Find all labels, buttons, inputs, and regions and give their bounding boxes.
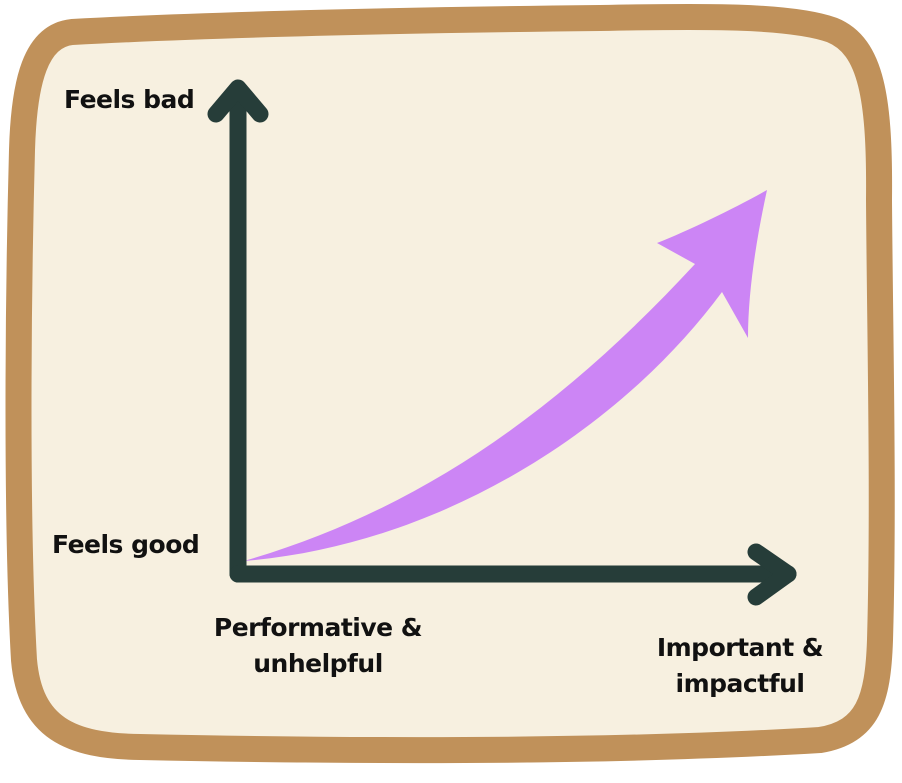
trend-arrow-icon	[244, 190, 767, 561]
y-axis-bottom-label: Feels good	[52, 530, 200, 559]
arrow-right-icon	[747, 543, 797, 606]
x-axis-left-label-line2: unhelpful	[253, 649, 383, 678]
x-axis-right-label-line1: Important &	[656, 633, 824, 662]
x-axis-left-label-line1: Performative &	[213, 613, 423, 642]
x-axis-right-label: Important & impactful	[646, 630, 834, 702]
x-axis-right-label-line2: impactful	[675, 669, 805, 698]
arrow-up-icon	[207, 79, 269, 123]
x-axis-left-label: Performative & unhelpful	[204, 610, 432, 682]
y-axis-top-label: Feels bad	[64, 85, 195, 114]
